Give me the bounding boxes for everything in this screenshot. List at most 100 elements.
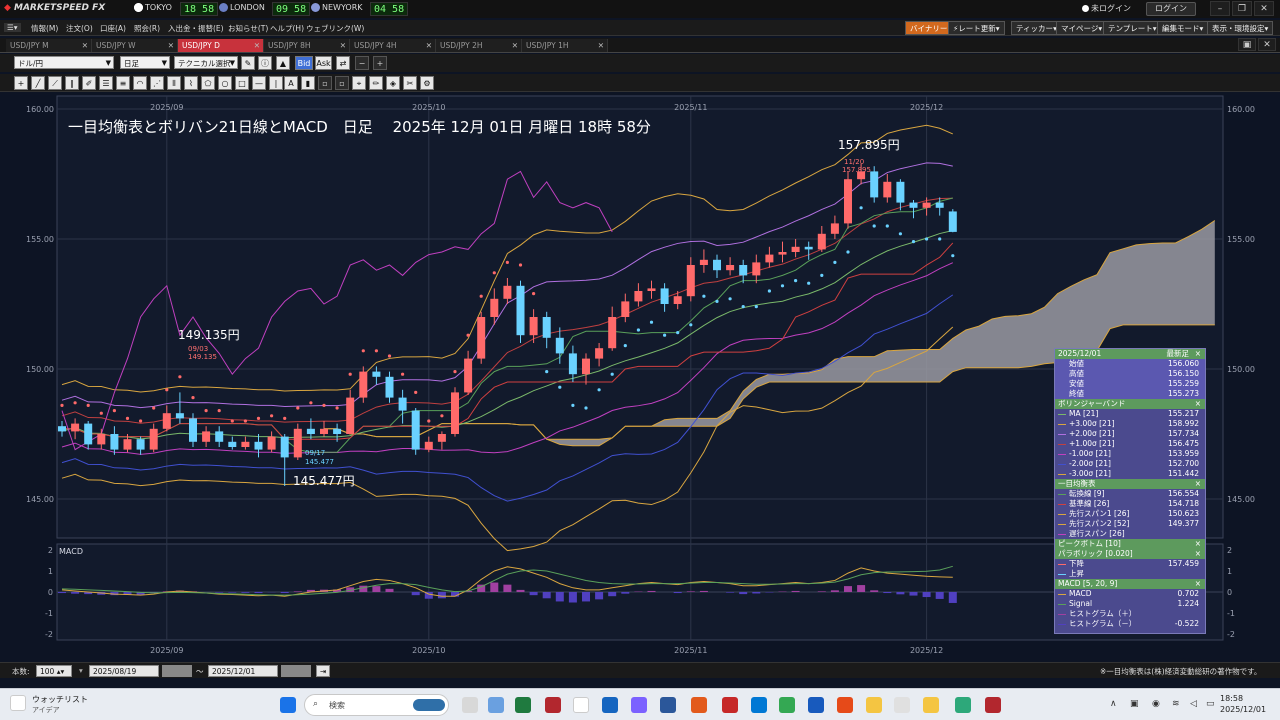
close-icon[interactable]: × [1194, 399, 1201, 408]
ray-icon[interactable]: ⟋ [48, 76, 62, 90]
taskbar-date[interactable]: 2025/12/01 [1220, 705, 1267, 714]
menu-weblink[interactable]: ウェブリンク(W) [306, 24, 365, 33]
tab-close-window-icon[interactable]: ✕ [1258, 38, 1276, 51]
tab-usdjpy-4h[interactable]: USD/JPY 4H ✕ [350, 39, 436, 52]
tab-close-icon[interactable]: ✕ [253, 41, 260, 50]
channel-icon[interactable]: ∥ [65, 76, 79, 90]
close-icon[interactable]: × [1194, 579, 1201, 588]
eraser-icon[interactable]: ◈ [386, 76, 400, 90]
menu-help[interactable]: ヘルプ(H) [270, 24, 304, 33]
info-icon[interactable]: ⓘ [258, 56, 272, 70]
close-icon[interactable]: × [1194, 349, 1201, 358]
display-settings-button[interactable]: 表示・環境設定▾ [1207, 21, 1274, 35]
to-time-field[interactable] [281, 665, 311, 677]
watchlist-label[interactable]: ウォッチリスト [32, 695, 88, 704]
vline-icon[interactable]: ⦀ [167, 76, 181, 90]
folder-icon[interactable] [923, 697, 939, 713]
chrome-icon[interactable] [779, 697, 795, 713]
tab-close-icon[interactable]: ✕ [81, 41, 88, 50]
battery-icon[interactable]: ▭ [1206, 699, 1215, 709]
pen-icon[interactable]: ✎ [241, 56, 255, 70]
marketspeed-fx-icon[interactable] [985, 697, 1001, 713]
menu-deposit[interactable]: 入出金・振替(E) [168, 24, 224, 33]
restore-icon[interactable]: ❐ [1232, 1, 1252, 16]
edit-mode-button[interactable]: 編集モード▾ [1157, 21, 1209, 35]
app-icon[interactable] [722, 697, 738, 713]
currency-pair-select[interactable]: ドル/円 ▼ [14, 56, 114, 69]
circle-icon[interactable]: ○ [218, 76, 232, 90]
apply-range-button[interactable]: ⇥ [316, 665, 330, 677]
app-icon[interactable] [837, 697, 853, 713]
tab-usdjpy-8h[interactable]: USD/JPY 8H ✕ [264, 39, 350, 52]
menu-news[interactable]: お知らせ(T) [228, 24, 269, 33]
tray-app-icon[interactable]: ◉ [1152, 699, 1160, 709]
sync-icon[interactable]: ⇄ [336, 56, 350, 70]
price-chart[interactable]: 160.00 160.00 155.00 155.00 150.00 150.00 145.… [0, 92, 1280, 660]
tab-restore-icon[interactable]: ▣ [1238, 38, 1256, 51]
technical-select[interactable]: テクニカル選択 ▼ [174, 56, 238, 69]
watchlist-icon[interactable] [10, 695, 26, 711]
tray-app-icon[interactable]: ▣ [1130, 699, 1139, 709]
tray-chevron-icon[interactable]: ∧ [1110, 699, 1117, 709]
volume-icon[interactable]: ◁ [1190, 699, 1197, 709]
wifi-icon[interactable]: ≋ [1172, 699, 1180, 709]
excel-icon[interactable] [515, 697, 531, 713]
tab-close-icon[interactable]: ✕ [167, 41, 174, 50]
app-icon[interactable] [894, 697, 910, 713]
vertical-line-icon[interactable]: | [269, 76, 283, 90]
tab-close-icon[interactable]: ✕ [339, 41, 346, 50]
erase-all-icon[interactable]: ✂ [403, 76, 417, 90]
template-button[interactable]: テンプレート▾ [1103, 21, 1162, 35]
brush-icon[interactable]: ✏ [369, 76, 383, 90]
tab-usdjpy-d[interactable]: USD/JPY D ✕ [178, 39, 264, 52]
trendline-icon[interactable]: ╱ [31, 76, 45, 90]
tab-usdjpy-m[interactable]: USD/JPY M ✕ [6, 39, 92, 52]
tab-close-icon[interactable]: ✕ [425, 41, 432, 50]
mail-icon[interactable] [751, 697, 767, 713]
from-time-field[interactable] [162, 665, 192, 677]
fib-icon[interactable]: ≡ [116, 76, 130, 90]
bid-button[interactable]: Bid [295, 56, 313, 70]
marker-icon[interactable]: ▮ [301, 76, 315, 90]
app-icon[interactable] [488, 697, 504, 713]
calendar-icon[interactable]: ▾ [79, 666, 83, 675]
menu-order[interactable]: 注文(O) [66, 24, 93, 33]
timeframe-select[interactable]: 日足 ▼ [120, 56, 170, 69]
marketspeed-icon[interactable] [545, 697, 561, 713]
zoom-out-icon[interactable]: − [355, 56, 369, 70]
tab-usdjpy-1h[interactable]: USD/JPY 1H ✕ [522, 39, 608, 52]
zoom-in-icon[interactable]: + [373, 56, 387, 70]
word-icon[interactable] [808, 697, 824, 713]
close-icon[interactable]: ✕ [1254, 1, 1274, 16]
mypage-button[interactable]: マイページ▾ [1056, 21, 1108, 35]
menu-inquiry[interactable]: 照会(R) [134, 24, 161, 33]
image-icon[interactable]: ▲ [276, 56, 290, 70]
count-stepper[interactable]: 100 ▴▾ [36, 665, 72, 677]
tab-close-icon[interactable]: ✕ [597, 41, 604, 50]
binary-button[interactable]: バイナリー [905, 21, 953, 35]
tab-usdjpy-2h[interactable]: USD/JPY 2H ✕ [436, 39, 522, 52]
outlook-icon[interactable] [602, 697, 618, 713]
taskbar-time[interactable]: 18:58 [1220, 694, 1244, 703]
windows-start-icon[interactable] [280, 697, 296, 713]
app-icon[interactable] [573, 697, 589, 713]
magnet-icon[interactable]: ⌖ [352, 76, 366, 90]
to-date-field[interactable]: 2025/12/01 [208, 665, 278, 677]
ticker-button[interactable]: ティッカー▾ [1011, 21, 1062, 35]
app-icon[interactable] [691, 697, 707, 713]
tab-usdjpy-w[interactable]: USD/JPY W ✕ [92, 39, 178, 52]
polyline-icon[interactable]: ⌇ [184, 76, 198, 90]
minimize-icon[interactable]: – [1210, 1, 1230, 16]
fan-icon[interactable]: ⋰ [150, 76, 164, 90]
menu-account[interactable]: 口座(A) [100, 24, 126, 33]
folder-icon[interactable] [866, 697, 882, 713]
line-icon[interactable]: — [252, 76, 266, 90]
copilot-icon[interactable] [631, 697, 647, 713]
taskbar-search[interactable]: ⌕ 検索 [304, 694, 449, 716]
text-icon[interactable]: A [284, 76, 298, 90]
crosshair-icon[interactable]: + [14, 76, 28, 90]
polygon-icon[interactable]: ⬠ [201, 76, 215, 90]
menu-hamburger-icon[interactable]: ☰▾ [4, 23, 21, 32]
close-icon[interactable]: × [1194, 479, 1201, 488]
close-icon[interactable]: × [1194, 549, 1201, 558]
